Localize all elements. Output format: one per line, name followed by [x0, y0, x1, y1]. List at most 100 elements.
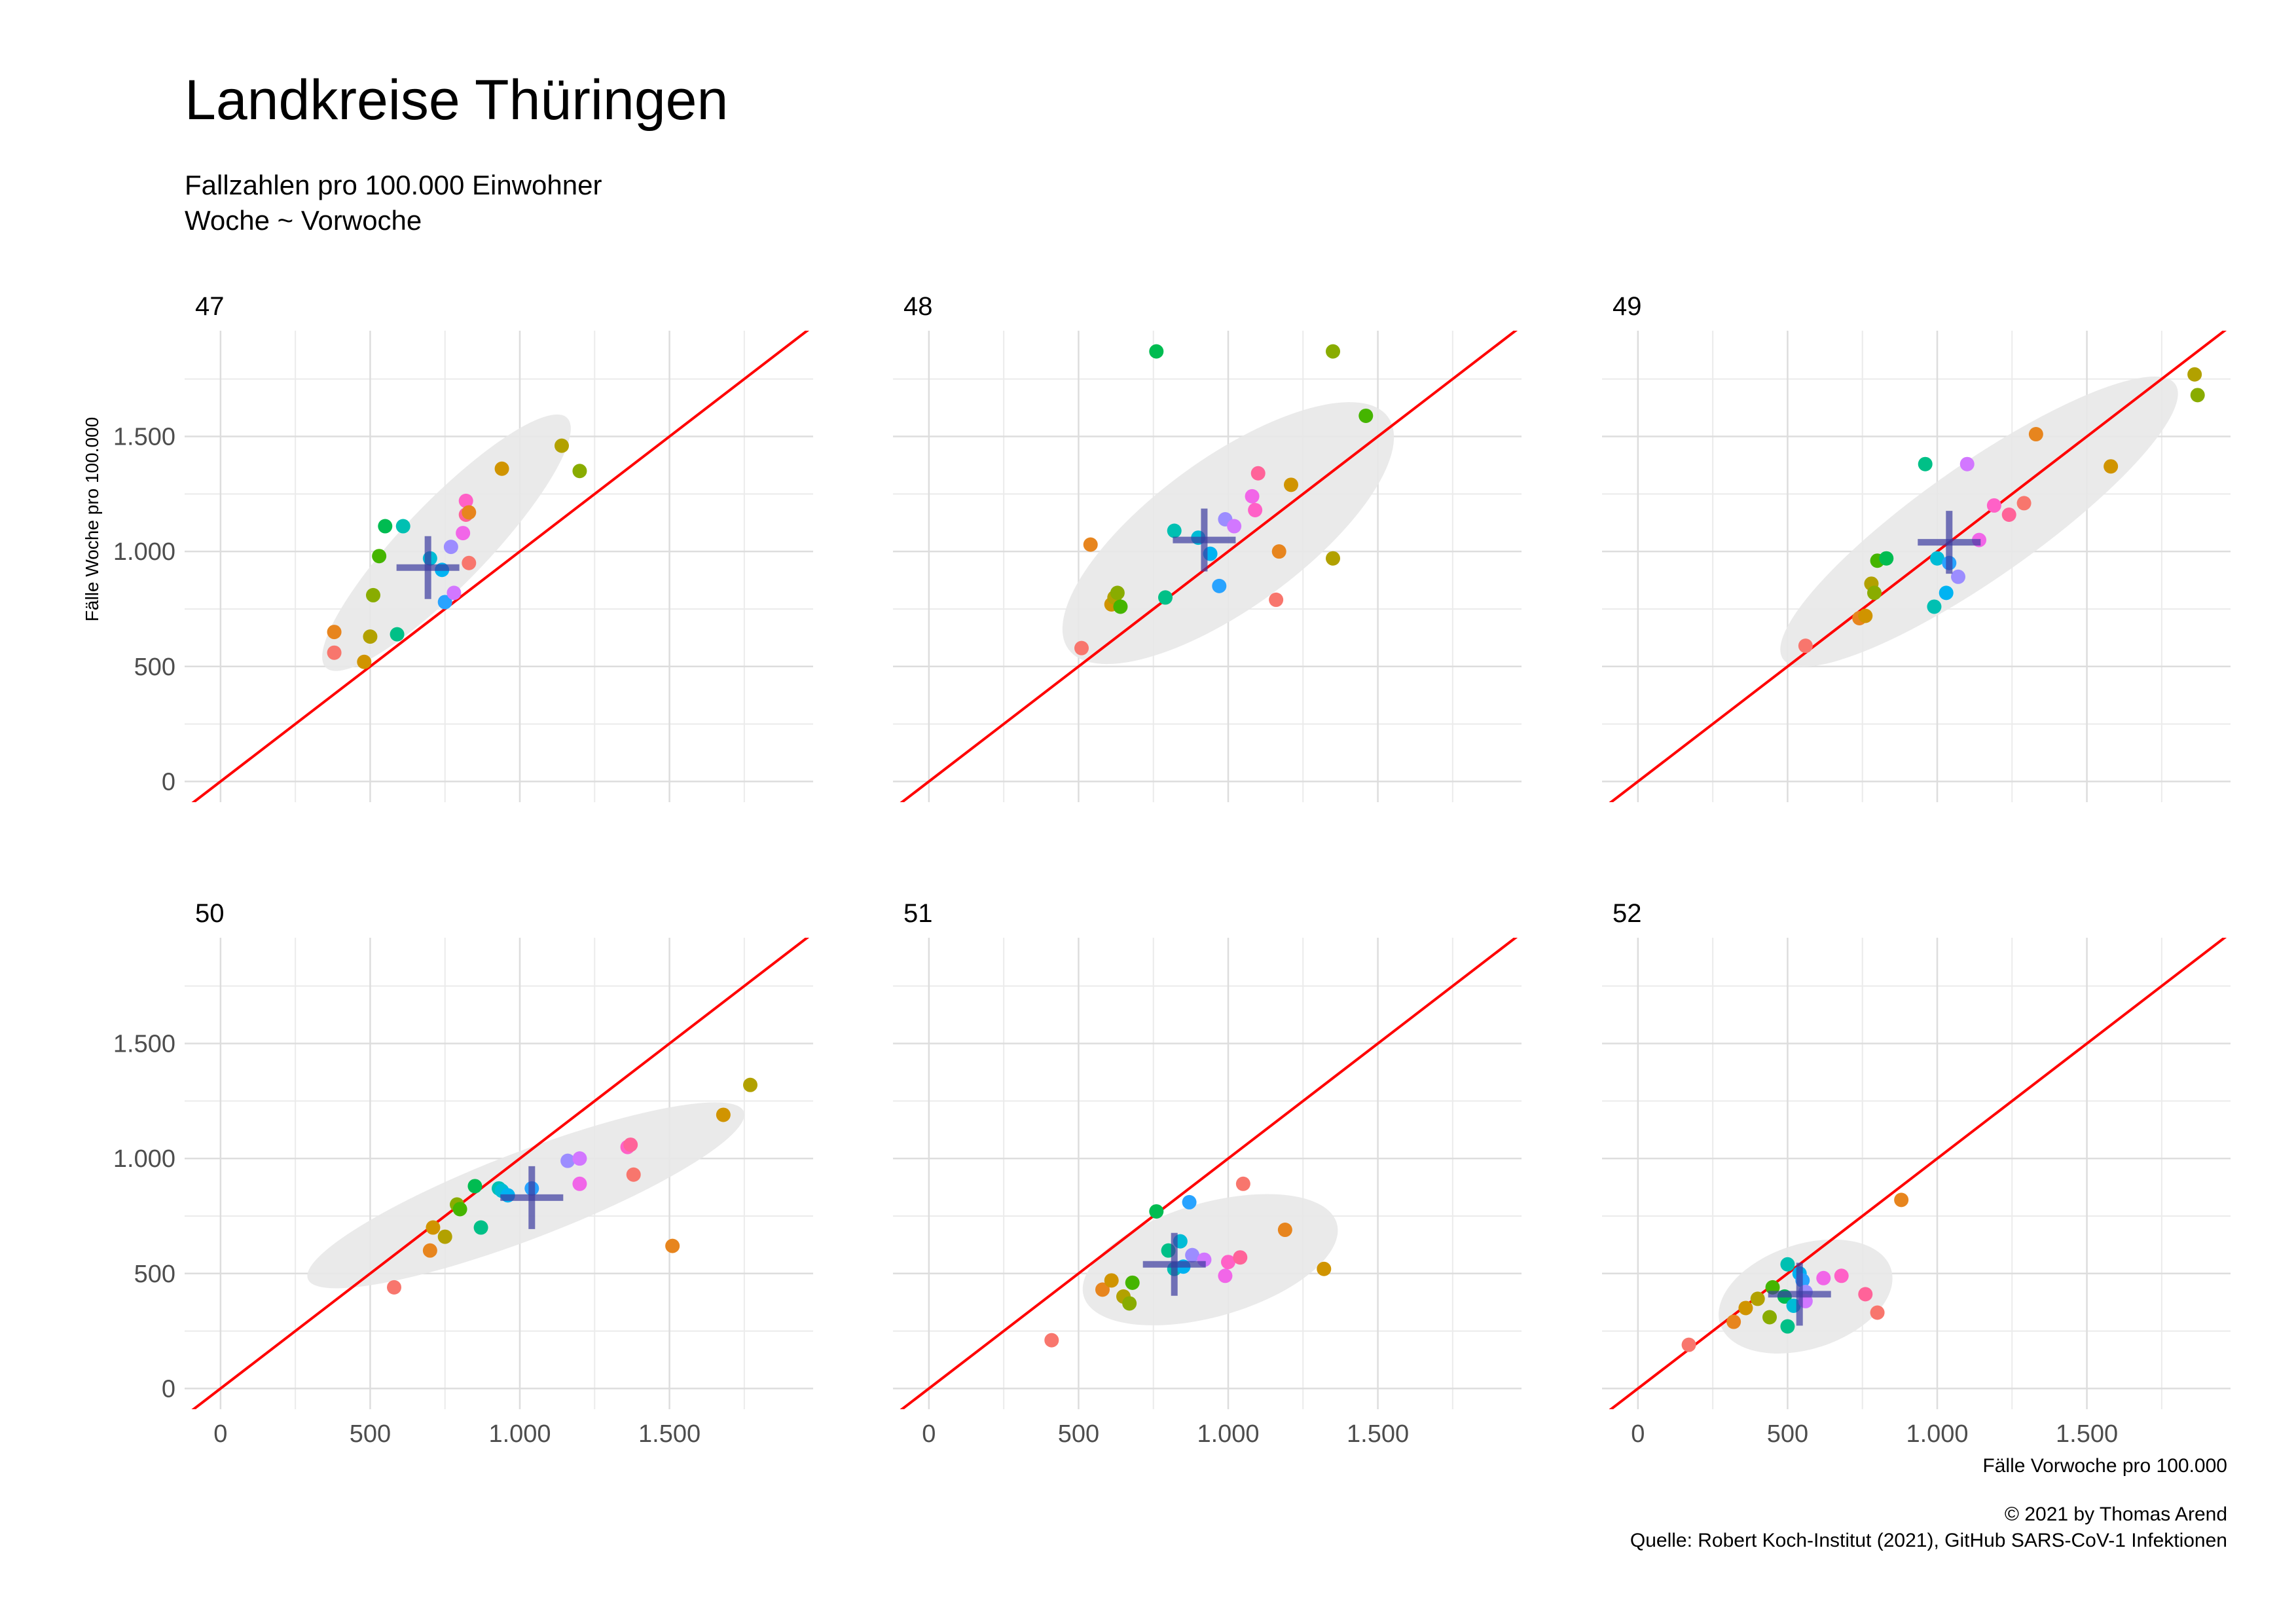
data-point — [456, 526, 471, 541]
data-point — [623, 1137, 638, 1153]
y-tick-label: 1.500 — [113, 1031, 175, 1058]
data-point — [462, 555, 477, 570]
caption-source: Quelle: Robert Koch-Institut (2021), Git… — [1630, 1530, 2227, 1551]
data-point — [1104, 1273, 1119, 1288]
facet-panel-48: 48 — [893, 292, 1522, 802]
data-point — [572, 1151, 587, 1166]
subtitle-line-1: Fallzahlen pro 100.000 Einwohner — [185, 170, 602, 200]
facet-label: 51 — [903, 899, 933, 928]
x-tick-label: 1.000 — [488, 1420, 551, 1448]
x-tick-label: 0 — [1631, 1420, 1645, 1448]
facet-label: 47 — [195, 292, 225, 321]
data-point — [372, 549, 387, 564]
facet-label: 48 — [903, 292, 933, 321]
data-point — [1110, 585, 1125, 600]
mean-cross — [396, 536, 460, 599]
data-point — [1044, 1333, 1059, 1348]
x-tick-label: 500 — [1058, 1420, 1099, 1448]
data-point — [1317, 1261, 1332, 1276]
facet-panel-51: 51 0 500 1.000 1.500 — [893, 899, 1522, 1448]
facet-label: 52 — [1613, 899, 1642, 928]
facet-panel-52: 52 0 500 1.000 1.500 — [1602, 899, 2231, 1448]
data-point — [555, 438, 569, 453]
reference-line-identity — [1609, 331, 2227, 802]
data-point — [2104, 459, 2119, 474]
data-point — [1326, 551, 1340, 566]
y-tick-label: 1.500 — [113, 424, 175, 451]
data-point — [1858, 1287, 1873, 1302]
data-point — [626, 1167, 641, 1182]
data-point — [1235, 1176, 1250, 1191]
panel-plot — [900, 331, 1518, 802]
reference-line-identity — [191, 938, 810, 1409]
data-point — [390, 627, 405, 642]
data-point — [1918, 456, 1933, 471]
y-tick-label: 0 — [162, 1375, 175, 1403]
x-tick-label: 0 — [213, 1420, 227, 1448]
data-point — [327, 645, 342, 660]
data-point — [1951, 569, 1965, 584]
x-tick-label: 0 — [922, 1420, 936, 1448]
data-point — [1122, 1296, 1137, 1311]
data-point — [2016, 496, 2032, 511]
x-tick-label: 1.500 — [1347, 1420, 1409, 1448]
data-point — [437, 595, 452, 610]
data-point — [1930, 551, 1944, 566]
data-point — [443, 540, 458, 555]
data-point — [1185, 1247, 1200, 1263]
data-point — [1149, 1204, 1164, 1219]
data-point — [1113, 599, 1128, 614]
x-axis-title: Fälle Vorwoche pro 100.000 — [1982, 1455, 2227, 1477]
panel-plot — [1609, 331, 2227, 802]
data-point — [2187, 367, 2202, 382]
data-point — [1083, 537, 1098, 552]
data-point — [1233, 1250, 1248, 1265]
x-tick-label: 1.000 — [1906, 1420, 1968, 1448]
data-point — [1074, 640, 1089, 655]
data-point — [1738, 1301, 1753, 1316]
y-tick-label: 1.000 — [113, 538, 175, 566]
data-point — [1894, 1192, 1909, 1208]
data-point — [1326, 344, 1340, 359]
y-tick-label: 500 — [134, 1261, 175, 1288]
data-point — [560, 1153, 575, 1168]
x-tick-label: 1.000 — [1197, 1420, 1259, 1448]
y-tick-label: 500 — [134, 654, 175, 681]
data-point — [473, 1220, 488, 1235]
data-point — [1879, 551, 1894, 566]
data-point — [446, 585, 462, 600]
y-tick-label: 1.000 — [113, 1145, 175, 1173]
reference-line-identity — [900, 938, 1518, 1409]
panel-grid — [1602, 938, 2231, 1409]
data-point — [1858, 608, 1873, 623]
data-point — [716, 1107, 731, 1122]
panel-grid — [185, 331, 813, 802]
data-point — [743, 1077, 757, 1092]
data-point — [1959, 456, 1975, 471]
data-point — [1780, 1257, 1795, 1272]
panel-plot — [191, 331, 810, 802]
mean-cross — [1768, 1263, 1831, 1326]
data-point — [1149, 344, 1164, 359]
data-point — [1221, 1255, 1235, 1270]
data-point — [1227, 519, 1242, 534]
data-point — [378, 519, 393, 534]
panel-plot — [1609, 938, 2227, 1409]
data-point — [1870, 1305, 1885, 1320]
data-point — [1095, 1282, 1110, 1297]
data-point — [1158, 590, 1173, 605]
data-point — [2001, 507, 2016, 522]
data-point — [426, 1220, 441, 1235]
reference-line-identity — [191, 331, 810, 802]
data-point — [1986, 498, 2001, 513]
data-point — [387, 1280, 401, 1295]
data-point — [1681, 1337, 1696, 1352]
data-point — [494, 461, 509, 476]
data-point — [1269, 592, 1284, 607]
facet-label: 49 — [1613, 292, 1642, 321]
data-point — [395, 519, 410, 534]
facet-panel-47: 47 0 500 1.000 1.500 — [113, 292, 813, 802]
data-point — [572, 1176, 587, 1191]
data-point — [1212, 578, 1227, 593]
